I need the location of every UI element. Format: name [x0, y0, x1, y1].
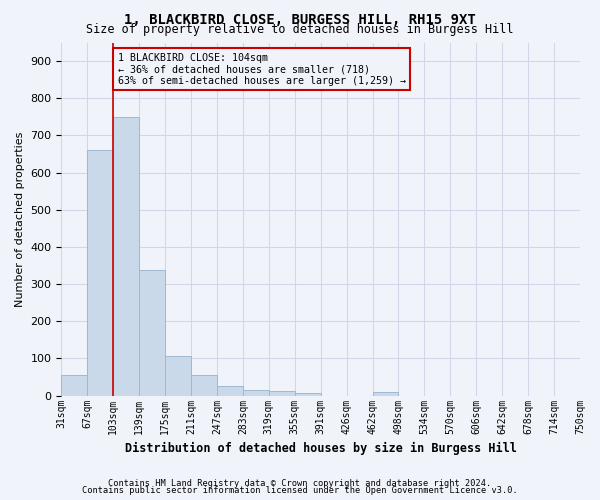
Bar — [295, 392, 321, 396]
Bar — [191, 376, 217, 396]
Bar — [269, 390, 295, 396]
Bar — [61, 375, 88, 396]
Bar — [139, 270, 165, 396]
Bar — [165, 356, 191, 396]
Text: 1 BLACKBIRD CLOSE: 104sqm
← 36% of detached houses are smaller (718)
63% of semi: 1 BLACKBIRD CLOSE: 104sqm ← 36% of detac… — [118, 52, 406, 86]
Bar — [88, 150, 113, 396]
Bar — [217, 386, 243, 396]
Text: Contains HM Land Registry data © Crown copyright and database right 2024.: Contains HM Land Registry data © Crown c… — [109, 478, 491, 488]
Bar — [373, 392, 398, 396]
Bar — [113, 117, 139, 396]
Text: Contains public sector information licensed under the Open Government Licence v3: Contains public sector information licen… — [82, 486, 518, 495]
Y-axis label: Number of detached properties: Number of detached properties — [15, 132, 25, 306]
Bar — [243, 390, 269, 396]
Text: 1, BLACKBIRD CLOSE, BURGESS HILL, RH15 9XT: 1, BLACKBIRD CLOSE, BURGESS HILL, RH15 9… — [124, 12, 476, 26]
X-axis label: Distribution of detached houses by size in Burgess Hill: Distribution of detached houses by size … — [125, 442, 517, 455]
Text: Size of property relative to detached houses in Burgess Hill: Size of property relative to detached ho… — [86, 22, 514, 36]
